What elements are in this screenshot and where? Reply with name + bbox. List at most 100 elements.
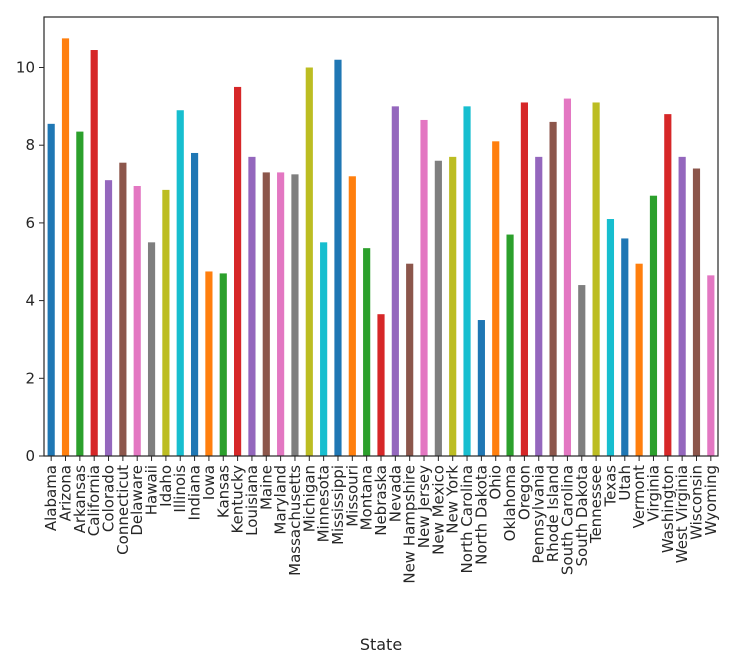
- x-tick-label: New Hampshire: [401, 465, 419, 584]
- x-tick-label: Virginia: [644, 465, 662, 522]
- bar-nebraska: [377, 314, 385, 456]
- y-tick-label: 2: [25, 369, 35, 387]
- bar-kansas: [219, 273, 227, 456]
- x-tick-label: Hawaii: [143, 465, 161, 515]
- x-tick-label: New Mexico: [429, 465, 447, 555]
- bar-wisconsin: [692, 168, 701, 456]
- x-tick-label: Maryland: [272, 465, 290, 535]
- bar-vermont: [635, 263, 643, 456]
- x-tick-label: Massachusetts: [286, 465, 304, 576]
- bar-massachusetts: [291, 174, 299, 457]
- bar-delaware: [133, 185, 141, 456]
- bar-louisiana: [248, 156, 256, 457]
- plot-frame: [43, 16, 719, 457]
- x-tick-label: Connecticut: [114, 465, 132, 555]
- bar-montana: [363, 248, 371, 456]
- x-tick-label: Ohio: [487, 465, 505, 500]
- bar-mississippi: [334, 59, 342, 457]
- bar-nevada: [391, 106, 399, 457]
- bar-indiana: [190, 152, 199, 456]
- x-tick-label: Arkansas: [71, 465, 89, 534]
- bar-oregon: [520, 102, 528, 456]
- bar-minnesota: [320, 242, 328, 456]
- x-tick-label: North Dakota: [472, 465, 490, 565]
- x-tick-label: Minnesota: [315, 465, 333, 542]
- bar-north-dakota: [477, 320, 485, 456]
- bar-arkansas: [76, 131, 84, 456]
- x-tick-label: Maine: [257, 465, 275, 510]
- bar-iowa: [205, 271, 213, 456]
- bar-south-dakota: [578, 285, 586, 456]
- x-tick-label: South Carolina: [558, 465, 576, 575]
- x-tick-label: North Carolina: [458, 465, 476, 573]
- x-tick-label: Arizona: [57, 465, 75, 521]
- bar-tennessee: [592, 102, 600, 456]
- bar-colorado: [104, 180, 113, 456]
- bar-california: [90, 50, 98, 456]
- y-tick-label: 8: [25, 136, 35, 154]
- x-tick-label: West Virginia: [673, 465, 691, 563]
- x-tick-label: Louisiana: [243, 465, 261, 536]
- x-tick-label: Alabama: [42, 465, 60, 531]
- bar-alabama: [47, 123, 55, 457]
- bar-oklahoma: [506, 234, 514, 456]
- x-tick-label: Montana: [358, 465, 376, 530]
- x-tick-label: Tennessee: [587, 465, 605, 544]
- x-tick-label: Michigan: [300, 465, 318, 532]
- y-axis: 0 2 4 6 8 10: [16, 59, 44, 465]
- x-tick-label: New Jersey: [415, 465, 433, 548]
- x-tick-label: Washington: [659, 465, 677, 553]
- bar-west-virginia: [678, 156, 686, 457]
- x-tick-label: Idaho: [157, 465, 175, 507]
- x-tick-label: Wisconsin: [687, 465, 705, 540]
- x-tick-label: California: [85, 465, 103, 536]
- bar-texas: [606, 219, 615, 456]
- bar-new-york: [449, 156, 457, 457]
- x-tick-label: Vermont: [630, 465, 648, 529]
- x-tick-label: Oklahoma: [501, 465, 519, 541]
- x-tick-label: Indiana: [186, 465, 204, 521]
- bar-new-mexico: [434, 160, 442, 457]
- x-tick-label: Utah: [616, 465, 634, 501]
- x-tick-label: Delaware: [128, 465, 146, 536]
- bar-illinois: [176, 110, 184, 456]
- x-tick-label: Mississippi: [329, 465, 347, 545]
- bar-idaho: [162, 189, 170, 456]
- y-tick-label: 6: [25, 214, 35, 232]
- x-tick-label: Kansas: [214, 465, 232, 518]
- x-tick-label: South Dakota: [573, 465, 591, 567]
- bar-virginia: [649, 195, 658, 457]
- x-tick-label: Rhode Island: [544, 465, 562, 562]
- x-tick-label: Wyoming: [702, 465, 720, 535]
- bar-new-hampshire: [406, 263, 414, 456]
- x-axis: AlabamaArizonaArkansasCaliforniaColorado…: [42, 456, 720, 584]
- bar-kentucky: [234, 86, 242, 457]
- x-tick-label: Pennsylvania: [530, 465, 548, 564]
- x-tick-label: Illinois: [171, 465, 189, 513]
- bar-pennsylvania: [535, 156, 543, 457]
- x-axis-label: State: [360, 635, 402, 654]
- bar-maine: [262, 172, 270, 456]
- y-tick-label: 4: [25, 292, 35, 310]
- x-tick-label: Kentucky: [229, 465, 247, 534]
- x-tick-label: Nebraska: [372, 465, 390, 536]
- bar-connecticut: [119, 162, 127, 456]
- x-tick-label: Texas: [601, 465, 619, 508]
- x-tick-label: Nevada: [386, 465, 404, 522]
- bar-missouri: [348, 176, 356, 456]
- bars-group: [47, 38, 715, 457]
- bar-arizona: [61, 38, 70, 457]
- y-tick-label: 10: [16, 59, 35, 77]
- bar-washington: [664, 114, 672, 456]
- y-tick-label: 0: [25, 447, 35, 465]
- bar-south-carolina: [563, 98, 572, 456]
- x-tick-label: Missouri: [343, 465, 361, 527]
- bar-wyoming: [707, 275, 715, 456]
- x-tick-label: Oregon: [515, 465, 533, 520]
- bar-hawaii: [147, 242, 156, 456]
- bar-michigan: [305, 67, 313, 456]
- x-tick-label: Iowa: [200, 465, 218, 500]
- x-tick-label: New York: [444, 465, 462, 534]
- x-tick-label: Colorado: [100, 465, 118, 532]
- bar-utah: [621, 238, 629, 456]
